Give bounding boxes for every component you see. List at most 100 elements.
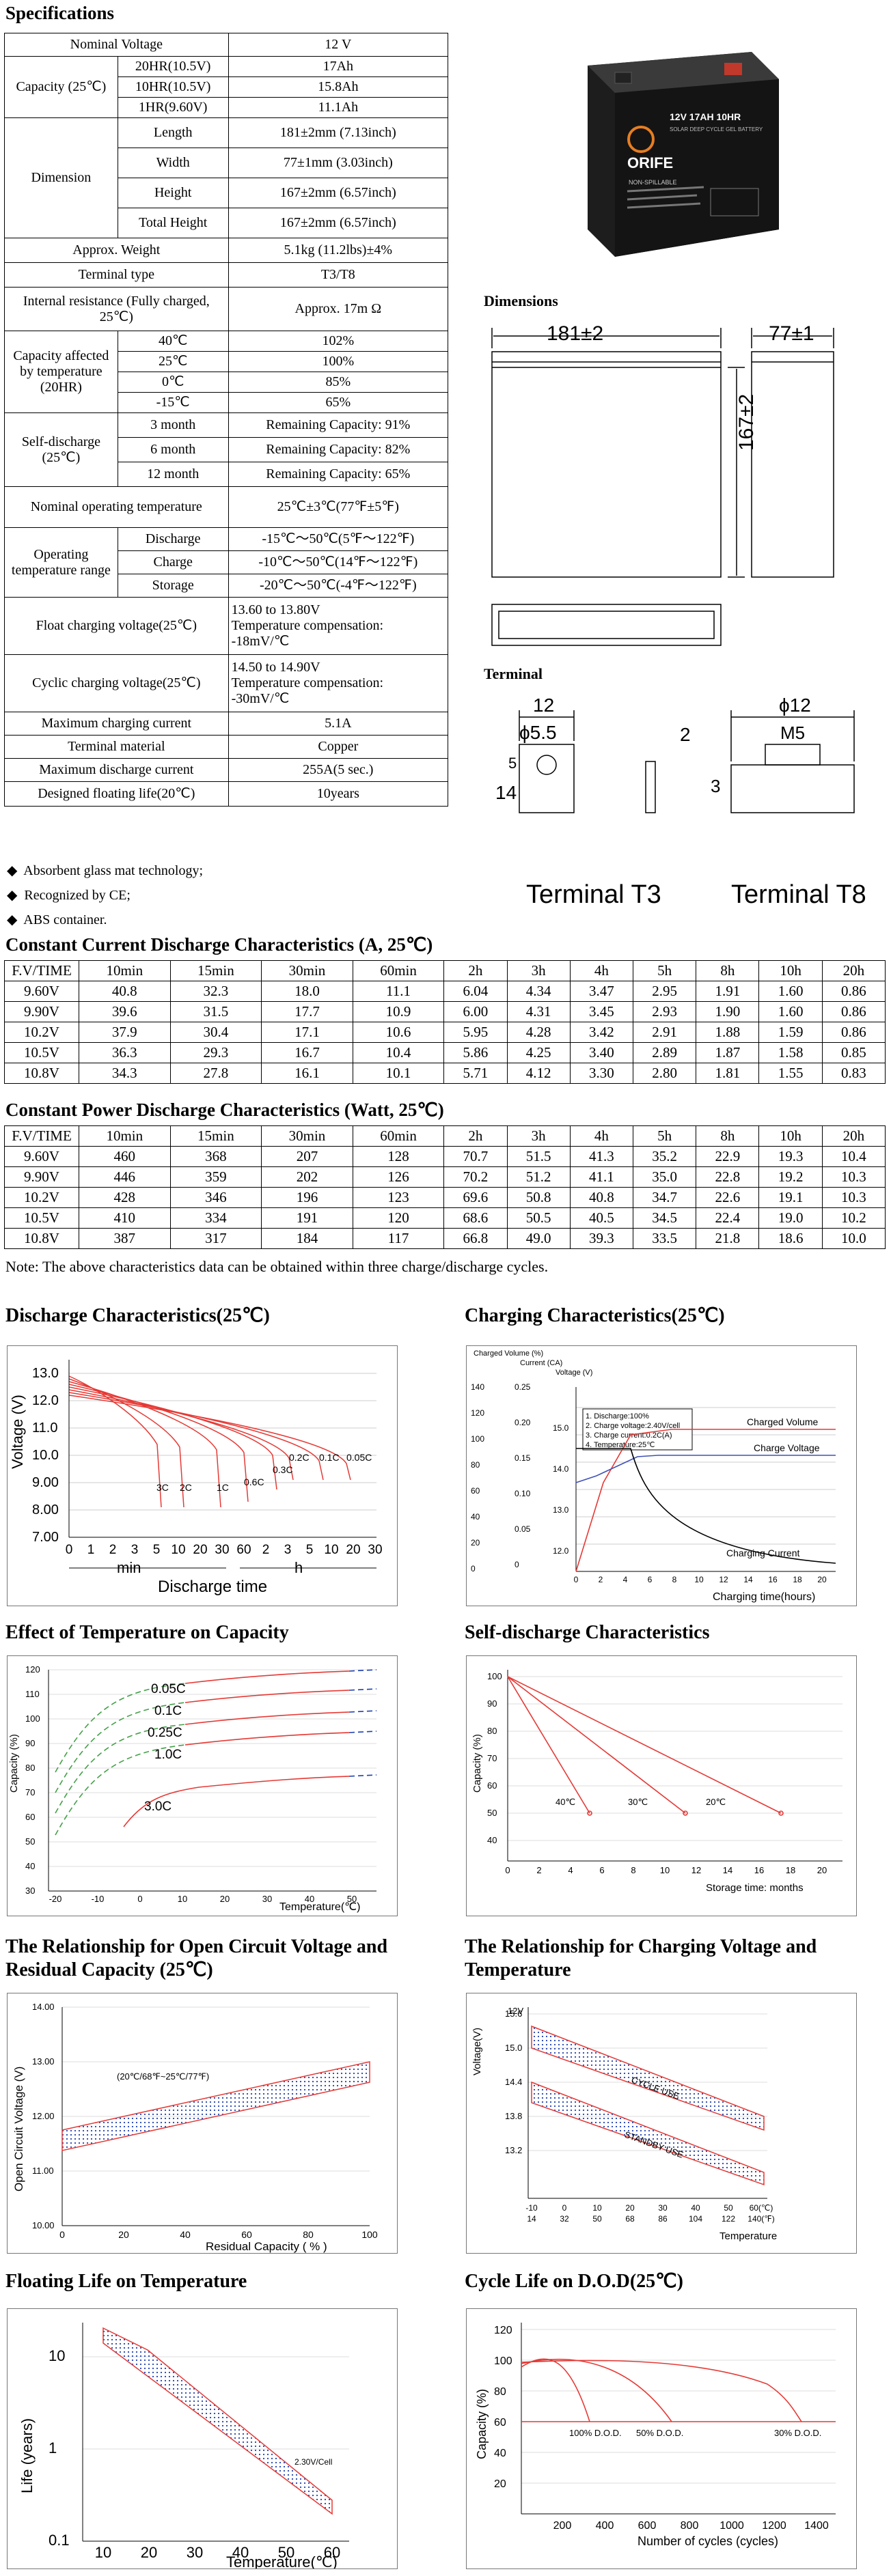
charging-chart: Charged Volume (%) Current (CA) Voltage … (466, 1345, 857, 1606)
curve-label: 2C (180, 1482, 192, 1493)
spec-table: Nominal Voltage 12 V Capacity (25℃) 20HR(1… (4, 33, 449, 807)
table-cell: 22.8 (696, 1166, 760, 1188)
table-row: 9.60V 40.8 32.3 18.0 11.1 6.04 4.34 3.47 2.95 1.9… (4, 981, 886, 1002)
series-label: Charge Voltage (754, 1442, 820, 1453)
table-cell: 9.60V (4, 981, 79, 1002)
spec-key: Length (117, 117, 229, 148)
ytick: 9.00 (32, 1475, 59, 1490)
spec-key: Maximum charging current (4, 712, 229, 736)
tick-label: 40 (471, 1512, 480, 1522)
tick-label: -10 (525, 2203, 538, 2213)
spec-key: 10HR(10.5V) (117, 76, 229, 98)
spec-value: 255A(5 sec.) (228, 758, 449, 782)
table-cell: 2.89 (633, 1042, 697, 1063)
spec-key: Nominal operating temperature (4, 486, 229, 528)
spec-key: Nominal Voltage (4, 33, 229, 57)
tick-label: 30 (187, 2544, 203, 2561)
tick-label: 0 (562, 2203, 567, 2213)
note-line: 1. Discharge:100% (586, 1412, 649, 1420)
tick-label: 10 (178, 1894, 187, 1904)
spec-key: 1HR(9.60V) (117, 97, 229, 118)
table-row: 10.8V 387 317 184 117 66.8 49.0 39.3 33.5 21.8 18.… (4, 1228, 886, 1249)
table-row: 10.2V 37.9 30.4 17.1 10.6 5.95 4.28 3.42 2.91 1.8… (4, 1022, 886, 1043)
note-line: 2. Charge voltage:2.40V/cell (586, 1422, 680, 1430)
table-cell: 1.58 (758, 1042, 823, 1063)
table-cell: 35.2 (633, 1146, 697, 1167)
table-cell: 3.42 (569, 1022, 634, 1043)
curve-50dod (521, 2358, 672, 2422)
tick-label: 120 (494, 2325, 512, 2336)
table-cell: 50.8 (506, 1187, 571, 1208)
feature-bullet: ◆ Absorbent glass mat technology; (7, 863, 204, 878)
tick-label: 110 (25, 1689, 40, 1699)
table-cell: 126 (352, 1166, 445, 1188)
tick-label: 20 (193, 1543, 207, 1557)
table-cell: 2.80 (633, 1063, 697, 1084)
curve-label: 100% D.O.D. (569, 2428, 622, 2438)
table-cell: 346 (169, 1187, 262, 1208)
tick-label: 15.0 (553, 1423, 569, 1433)
tick-label: 20 (817, 1865, 827, 1875)
dimension-drawing: 181±2 77±1 167±2 (491, 322, 834, 646)
tick-label: 2 (262, 1543, 270, 1557)
tick-label: 15.0 (505, 2043, 522, 2053)
bullet-text: ABS container. (23, 912, 107, 927)
spec-key: 12 month (117, 462, 229, 487)
table-cell: 68.6 (443, 1207, 508, 1229)
charging-xlabel: Charging time(hours) (713, 1591, 815, 1603)
tick-label: 0.15 (515, 1453, 531, 1463)
table-cell: 1.90 (696, 1001, 760, 1022)
table-row: 10.5V 410 334 191 120 68.6 50.5 40.5 34.5 22.4 19.… (4, 1207, 886, 1229)
spec-value: 100% (228, 351, 449, 372)
spec-key: 40℃ (117, 331, 229, 352)
height-dim: 167±2 (735, 394, 758, 451)
tick-label: 2 (109, 1543, 117, 1557)
tick-label: 2 (536, 1865, 541, 1875)
tick-label: 20 (346, 1543, 360, 1557)
cyclic-voltage: 14.50 to 14.90V (231, 660, 320, 675)
tick-label: 0.20 (515, 1418, 531, 1427)
spec-key: Terminal type (4, 262, 229, 288)
tick-label: 0 (574, 1575, 579, 1584)
table-cell: 1.91 (696, 981, 760, 1002)
ytick: 10.0 (32, 1448, 59, 1463)
curve-label: 30% D.O.D. (774, 2428, 821, 2438)
float-life-xlabel: Temperature(℃) (226, 2553, 338, 2568)
spec-value: 5.1kg (11.2lbs)±4% (228, 238, 449, 263)
table-cell: 11.1 (352, 981, 445, 1002)
tick-label: 6 (648, 1575, 653, 1584)
tick-label: 2 (599, 1575, 603, 1584)
curve-label: 0.05C (346, 1452, 372, 1463)
table-cell: 368 (169, 1146, 262, 1167)
tick-label: 20 (220, 1894, 230, 1904)
spec-value: 17Ah (228, 56, 449, 77)
spec-key: Height (117, 178, 229, 208)
table-cell: 1.87 (696, 1042, 760, 1063)
tick-label: 3 (284, 1543, 292, 1557)
tick-label: 12 (719, 1575, 728, 1584)
t3-width: 12 (533, 695, 554, 716)
series-charging-current (576, 1448, 836, 1564)
tick-label: 40 (180, 2229, 191, 2240)
table-cell: 2.91 (633, 1022, 697, 1043)
table-cell: 4.34 (506, 981, 571, 1002)
table-header-cell: F.V/TIME (4, 960, 79, 981)
axis-label: Current (CA) (520, 1359, 562, 1367)
table-cell: 34.5 (633, 1207, 697, 1229)
table-cell: 359 (169, 1166, 262, 1188)
tick-label: 100 (471, 1434, 484, 1444)
tick-label: 80 (494, 2386, 506, 2398)
table-header-cell: 3h (506, 960, 571, 981)
top-label: 12V (508, 2006, 523, 2016)
table-cell: 2.93 (633, 1001, 697, 1022)
curve-label: 0.6C (244, 1476, 264, 1487)
spec-value: 25℃±3℃(77℉±5℉) (228, 486, 449, 528)
bullet-text: Recognized by CE; (24, 888, 131, 903)
tick-label: 80 (471, 1460, 480, 1470)
tick-label: 104 (689, 2214, 702, 2224)
table-header-cell: 10min (79, 960, 171, 981)
length-dim: 181±2 (547, 322, 603, 345)
tick-label: 32 (560, 2214, 569, 2224)
table-cell: 9.90V (4, 1166, 79, 1188)
curve-label: 1.0C (154, 1748, 182, 1762)
